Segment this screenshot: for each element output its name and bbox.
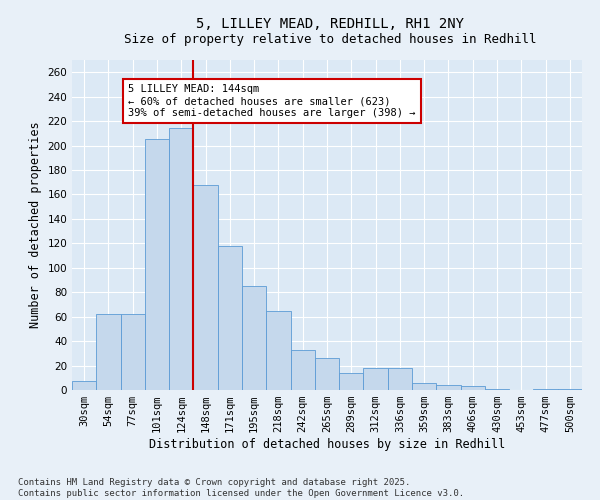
Bar bbox=[242, 286, 266, 390]
Y-axis label: Number of detached properties: Number of detached properties bbox=[29, 122, 42, 328]
Text: Contains HM Land Registry data © Crown copyright and database right 2025.
Contai: Contains HM Land Registry data © Crown c… bbox=[18, 478, 464, 498]
Bar bbox=[218, 246, 242, 390]
Bar bbox=[72, 382, 96, 390]
Bar bbox=[339, 373, 364, 390]
Bar bbox=[193, 184, 218, 390]
Bar bbox=[266, 310, 290, 390]
Bar bbox=[145, 140, 169, 390]
Bar bbox=[533, 389, 558, 390]
Bar bbox=[96, 314, 121, 390]
X-axis label: Distribution of detached houses by size in Redhill: Distribution of detached houses by size … bbox=[149, 438, 505, 451]
Bar bbox=[290, 350, 315, 390]
Bar bbox=[485, 389, 509, 390]
Bar bbox=[169, 128, 193, 390]
Text: Size of property relative to detached houses in Redhill: Size of property relative to detached ho… bbox=[124, 32, 536, 46]
Bar bbox=[436, 385, 461, 390]
Bar bbox=[121, 314, 145, 390]
Bar bbox=[412, 382, 436, 390]
Text: 5, LILLEY MEAD, REDHILL, RH1 2NY: 5, LILLEY MEAD, REDHILL, RH1 2NY bbox=[196, 18, 464, 32]
Bar bbox=[461, 386, 485, 390]
Bar bbox=[558, 389, 582, 390]
Bar bbox=[388, 368, 412, 390]
Bar bbox=[315, 358, 339, 390]
Bar bbox=[364, 368, 388, 390]
Text: 5 LILLEY MEAD: 144sqm
← 60% of detached houses are smaller (623)
39% of semi-det: 5 LILLEY MEAD: 144sqm ← 60% of detached … bbox=[128, 84, 415, 117]
